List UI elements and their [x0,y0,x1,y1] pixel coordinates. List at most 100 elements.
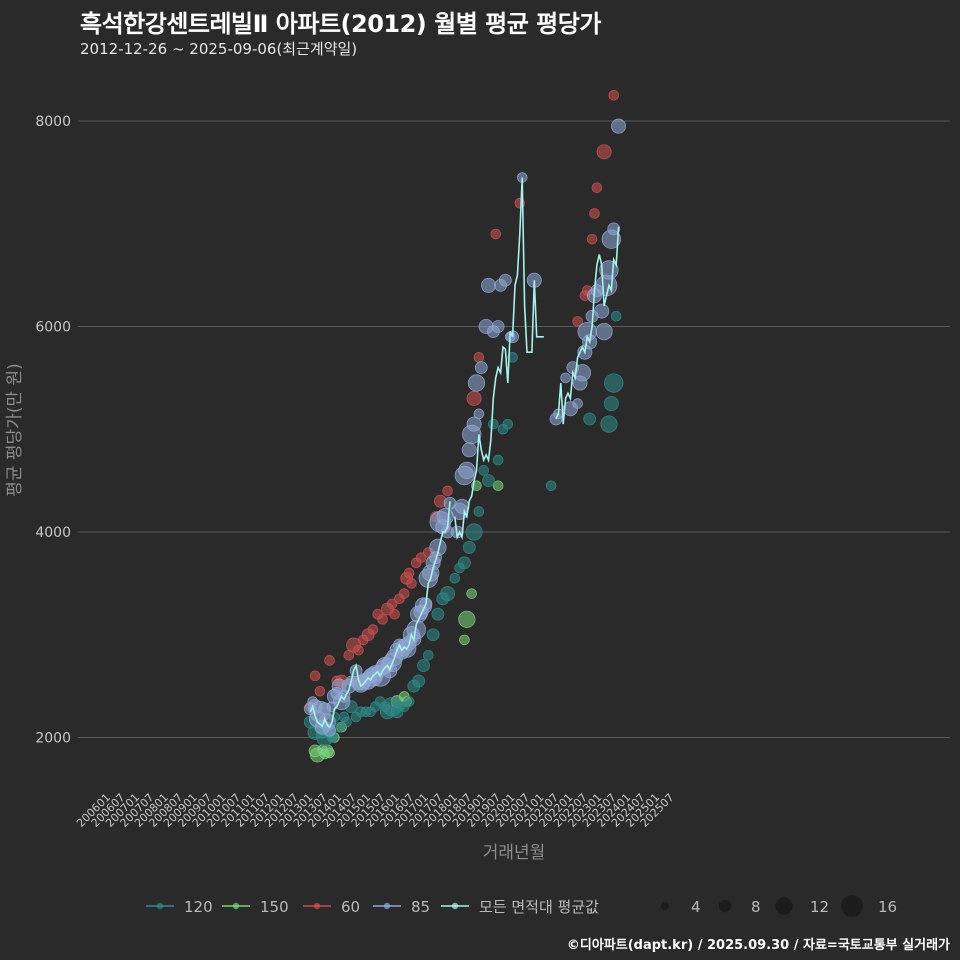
point-60-18 [398,588,410,599]
point-60-3 [324,655,335,666]
legend-dot-모든 면적대 평균값 [451,902,459,910]
point-120-33 [440,586,456,602]
point-120-31 [431,607,445,621]
point-120-37 [462,541,476,554]
chart-subtitle: 2012-12-26 ~ 2025-09-06(최근계약일) [80,40,358,58]
legend-label-모든 면적대 평균값: 모든 면적대 평균값 [479,898,599,916]
point-85-51 [429,538,447,557]
point-85-66 [473,408,485,420]
point-60-36 [589,208,600,219]
point-85-71 [491,320,505,333]
point-85-62 [461,442,477,458]
grid-lines [78,120,950,738]
point-120-49 [600,415,618,433]
point-85-98 [611,118,627,134]
point-60-15 [386,598,398,610]
point-120-46 [507,352,518,363]
point-120-43 [492,454,504,466]
point-120-36 [458,556,471,570]
point-60-2 [314,685,326,697]
y-tick-8000: 8000 [35,114,71,130]
point-120-28 [417,659,430,672]
point-120-48 [583,412,597,426]
point-60-13 [377,614,388,625]
point-120-50 [603,396,619,412]
point-60-39 [608,90,620,101]
point-120-41 [482,474,495,488]
point-60-20 [403,567,415,579]
point-60-38 [596,144,612,160]
point-120-34 [449,572,461,584]
size-legend-label-4: 4 [691,898,701,916]
size-legend-dot-8 [718,899,732,913]
point-85-83 [572,398,583,409]
source-caption: ©디아파트(dapt.kr) / 2025.09.30 / 자료=국토교통부 실… [566,938,950,953]
legend-label-150: 150 [260,898,289,916]
avg-line-segment-1 [454,177,544,541]
point-85-64 [466,416,482,432]
point-85-54 [436,507,454,526]
point-85-93 [595,323,613,341]
legend-label-120: 120 [184,898,213,916]
avg-line-segment-2 [555,226,620,425]
size-legend-dot-12 [775,897,793,915]
point-60-1 [309,670,321,682]
legend-dot-150 [232,902,240,910]
point-120-39 [473,506,485,517]
point-150-13 [466,588,477,599]
legend-dot-60 [313,902,321,910]
point-60-30 [490,228,502,240]
point-150-12 [458,610,476,628]
point-150-11 [459,634,470,646]
point-120-40 [478,465,489,476]
point-120-38 [465,523,483,541]
size-legend-label-12: 12 [810,898,829,916]
point-60-29 [473,352,485,363]
point-150-15 [492,480,504,492]
point-85-65 [467,374,486,392]
legend-label-85: 85 [411,898,430,916]
point-85-69 [481,277,497,293]
point-120-30 [426,628,440,642]
size-legend-dot-4 [661,902,669,910]
point-120-45 [502,418,514,430]
point-60-37 [591,182,603,194]
point-120-47 [545,480,557,492]
average-line [309,177,620,729]
point-120-11 [341,716,352,728]
size-legend-label-16: 16 [878,898,897,916]
point-60-35 [586,233,598,245]
y-axis-label: 평균 평당가(만 원) [5,363,25,497]
point-120-52 [610,310,622,322]
point-120-27 [412,674,426,688]
avg-line-segment-0 [309,501,451,729]
point-60-28 [466,390,482,406]
point-60-16 [389,608,400,620]
x-axis-label: 거래년월 [483,843,546,863]
chart-title: 흑석한강센트레빌Ⅱ 아파트(2012) 월별 평균 평당가 [80,10,601,38]
point-85-97 [607,222,621,236]
size-legend-dot-16 [841,895,863,917]
point-85-61 [458,461,476,479]
legend: 120 150 60 85 모든 면적대 평균값 4 8 12 16 [146,895,897,917]
point-120-42 [488,418,499,430]
y-tick-4000: 4000 [35,525,71,541]
point-120-25 [403,696,415,707]
point-85-80 [560,372,571,384]
legend-dot-120 [156,902,164,910]
point-85-85 [573,364,592,382]
y-tick-2000: 2000 [35,731,71,747]
point-120-29 [423,649,434,661]
point-60-11 [367,624,379,635]
legend-label-60: 60 [341,898,360,916]
legend-dot-85 [383,902,391,910]
point-85-67 [474,361,488,375]
point-85-8 [323,723,336,737]
point-60-21 [406,578,417,589]
y-tick-labels: 2000 4000 6000 8000 [35,114,71,747]
y-tick-6000: 6000 [35,320,71,336]
point-120-51 [604,373,624,393]
point-85-73 [498,273,512,287]
scatter-points [303,90,627,763]
